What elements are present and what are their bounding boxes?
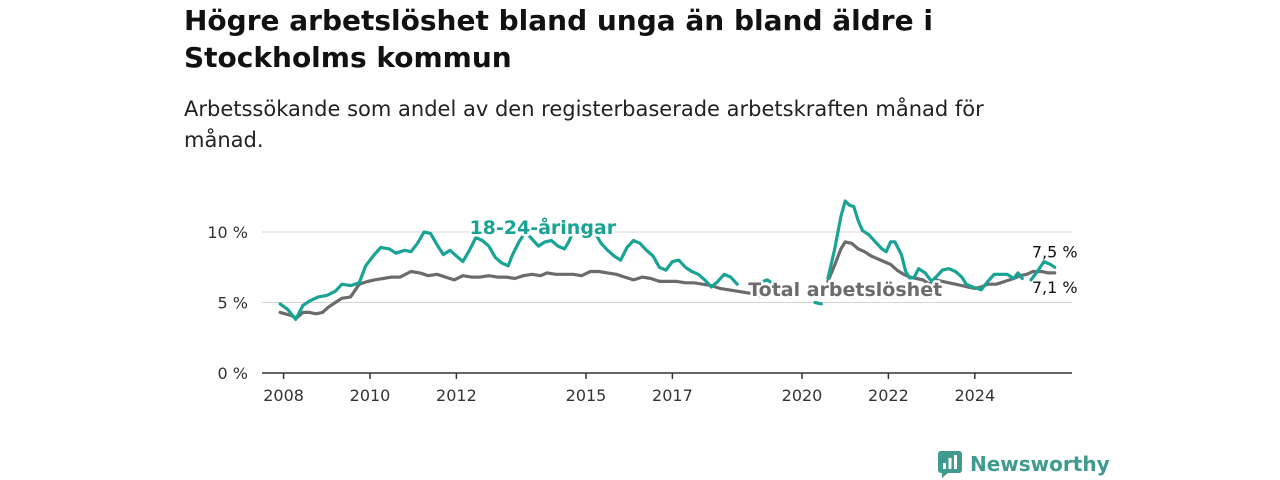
x-tick-label: 2010 <box>350 386 391 405</box>
series-lines <box>278 199 1057 321</box>
brand-name: Newsworthy <box>970 452 1110 476</box>
series-label: 18-24-åringar <box>469 215 616 239</box>
y-tick-label: 10 % <box>207 223 248 242</box>
x-tick-label: 2024 <box>954 386 995 405</box>
chart-title: Högre arbetslöshet bland unga än bland ä… <box>184 4 933 74</box>
series-label: Total arbetslöshet <box>748 279 942 301</box>
x-tick-label: 2017 <box>652 386 693 405</box>
x-axis: 2008 2010 2012 2015 2017 2020 2022 2024 <box>262 372 1072 405</box>
x-tick-label: 2020 <box>782 386 823 405</box>
end-value-label: 7,1 % <box>1032 278 1078 297</box>
end-value-label: 7,5 % <box>1032 243 1078 262</box>
newsworthy-logo: Newsworthy <box>938 449 1110 479</box>
newsworthy-logo-icon <box>938 450 962 478</box>
annotations: 18-24-åringar Total arbetslöshet 7,5 % 7,1 … <box>467 212 1078 303</box>
y-tick-label: 0 % <box>218 364 248 383</box>
x-tick-label: 2008 <box>263 386 304 405</box>
gridlines <box>262 231 1072 303</box>
chart-subtitle: Arbetssökande som andel av den registerb… <box>184 97 984 152</box>
x-tick-label: 2022 <box>868 386 909 405</box>
series-line-18-24 <box>278 199 1057 321</box>
x-tick-label: 2012 <box>436 386 477 405</box>
x-tick-label: 2015 <box>566 386 607 405</box>
y-tick-label: 5 % <box>218 294 248 313</box>
y-axis-tick-labels: 0 % 5 % 10 % <box>207 223 248 383</box>
